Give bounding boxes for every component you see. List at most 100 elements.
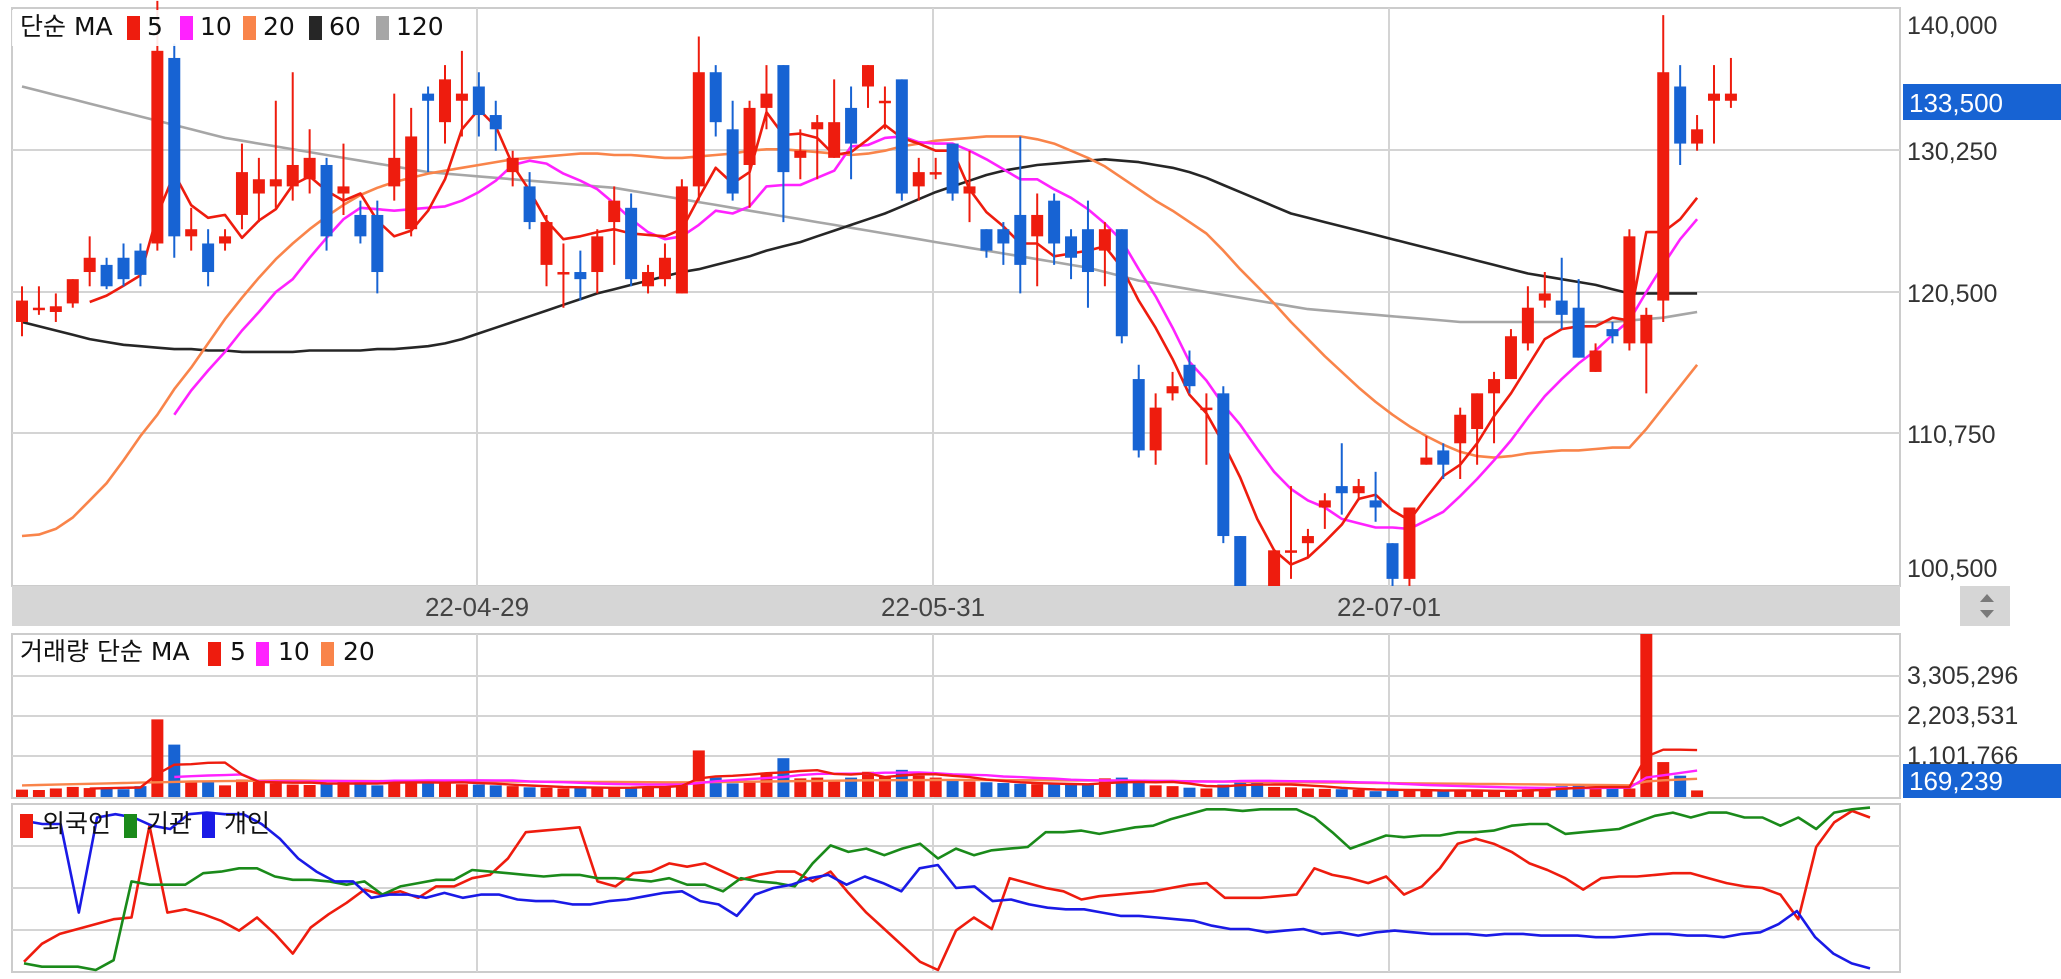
volume-bar[interactable] (354, 782, 367, 797)
volume-bar[interactable] (862, 771, 874, 797)
candle[interactable] (1217, 386, 1230, 544)
candle[interactable] (489, 100, 502, 151)
price-panel[interactable]: 140,000 130,250 120,500 110,750 100,500 … (11, 0, 2061, 622)
candle[interactable] (692, 36, 705, 201)
volume-bar[interactable] (540, 787, 553, 797)
candle[interactable] (608, 186, 621, 265)
candle[interactable] (1352, 478, 1365, 501)
candle[interactable] (574, 250, 587, 301)
candle[interactable] (388, 93, 401, 201)
volume-bar[interactable] (658, 786, 671, 797)
candle[interactable] (337, 143, 350, 215)
volume-bar[interactable] (1166, 786, 1179, 797)
volume-bar[interactable] (117, 789, 130, 797)
candle[interactable] (1724, 57, 1737, 108)
volume-bar[interactable] (1504, 790, 1517, 797)
volume-bar[interactable] (16, 789, 28, 797)
volume-bar[interactable] (252, 780, 265, 797)
candle[interactable] (1488, 371, 1501, 444)
candle[interactable] (658, 243, 671, 287)
price-candles[interactable] (16, 0, 1737, 622)
volume-bar[interactable] (1606, 788, 1619, 797)
candle[interactable] (422, 86, 435, 173)
candle[interactable] (168, 43, 181, 258)
candle[interactable] (1403, 507, 1416, 586)
candle[interactable] (1420, 436, 1433, 465)
candle[interactable] (862, 65, 874, 108)
volume-bar[interactable] (32, 790, 45, 797)
volume-bar[interactable] (1048, 783, 1061, 797)
volume-bar[interactable] (726, 783, 739, 797)
candle[interactable] (1369, 471, 1382, 522)
candle[interactable] (1504, 329, 1517, 380)
candle[interactable] (1437, 443, 1450, 479)
candle[interactable] (1200, 393, 1213, 465)
volume-bar[interactable] (692, 750, 705, 797)
candle[interactable] (1149, 393, 1162, 465)
volume-bar[interactable] (151, 719, 164, 797)
investor-panel[interactable]: 외국인 기관 개인 (11, 803, 1901, 973)
volume-bar[interactable] (1521, 789, 1534, 797)
volume-bar[interactable] (1589, 787, 1602, 797)
candle[interactable] (709, 65, 722, 137)
candle[interactable] (83, 236, 96, 287)
volume-bar[interactable] (1369, 791, 1382, 797)
volume-bar[interactable] (1318, 788, 1331, 797)
candle[interactable] (1065, 229, 1078, 280)
volume-bar[interactable] (100, 787, 113, 797)
candle[interactable] (1454, 407, 1467, 479)
volume-bar[interactable] (1335, 789, 1348, 797)
candle[interactable] (963, 150, 976, 223)
candle[interactable] (1572, 279, 1585, 358)
candle[interactable] (439, 65, 451, 144)
candle[interactable] (1623, 229, 1636, 351)
volume-bar[interactable] (1538, 788, 1551, 797)
candle[interactable] (523, 172, 536, 230)
candle[interactable] (980, 229, 993, 258)
volume-bar[interactable] (489, 785, 502, 797)
candle[interactable] (1555, 257, 1568, 330)
volume-bar[interactable] (168, 744, 181, 797)
volume-bar[interactable] (371, 785, 384, 797)
volume-bar[interactable] (878, 776, 891, 797)
candle[interactable] (1098, 222, 1111, 287)
candle[interactable] (1691, 115, 1704, 151)
volume-bar[interactable] (1623, 788, 1636, 797)
candle[interactable] (1183, 350, 1196, 394)
volume-bar[interactable] (1572, 785, 1585, 797)
candle[interactable] (252, 157, 265, 223)
candle[interactable] (219, 229, 232, 251)
candle[interactable] (117, 243, 130, 287)
candle[interactable] (675, 179, 688, 294)
candle[interactable] (1589, 343, 1602, 372)
candle[interactable] (997, 222, 1010, 265)
candle[interactable] (760, 65, 773, 130)
volume-bar[interactable] (1081, 784, 1094, 797)
candle[interactable] (455, 50, 468, 137)
volume-bar[interactable] (185, 781, 198, 797)
candle[interactable] (1031, 193, 1044, 287)
candle[interactable] (845, 86, 858, 180)
volume-bar[interactable] (946, 780, 959, 797)
volume-bar[interactable] (1285, 787, 1297, 797)
candle[interactable] (642, 264, 655, 294)
candle[interactable] (1115, 229, 1128, 344)
candle[interactable] (878, 86, 891, 130)
volume-bar[interactable] (1132, 782, 1145, 797)
volume-bar[interactable] (625, 787, 638, 797)
volume-bar[interactable] (828, 781, 841, 797)
volume-bar[interactable] (1031, 784, 1044, 797)
volume-bar[interactable] (642, 786, 655, 797)
candle[interactable] (1014, 136, 1027, 294)
volume-bar[interactable] (134, 786, 147, 797)
volume-bar[interactable] (794, 778, 807, 797)
volume-bar[interactable] (1454, 790, 1467, 797)
candle[interactable] (134, 243, 147, 287)
up-down-arrows-icon[interactable] (1960, 586, 2010, 626)
volume-bar[interactable] (1065, 784, 1078, 797)
volume-bar[interactable] (219, 785, 232, 797)
candle[interactable] (49, 293, 62, 322)
candle[interactable] (811, 115, 824, 180)
candle[interactable] (185, 207, 198, 251)
volume-bar[interactable] (1352, 790, 1365, 797)
